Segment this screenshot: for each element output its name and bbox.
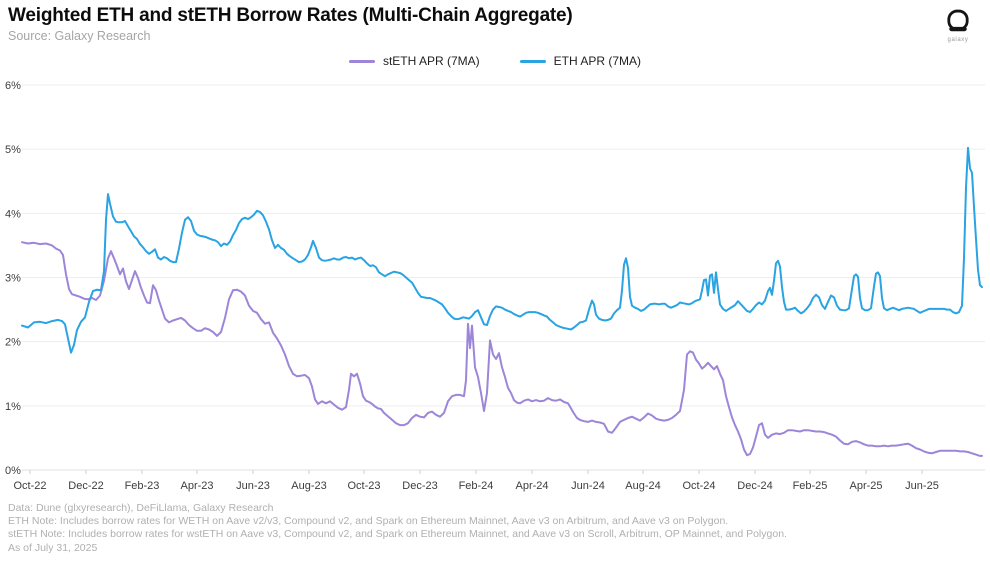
- footnote-eth-note: ETH Note: Includes borrow rates for WETH…: [8, 515, 729, 528]
- y-axis-tick-label: 5%: [5, 144, 21, 156]
- x-axis-tick-label: Oct-23: [347, 480, 380, 492]
- y-axis-tick-label: 3%: [5, 273, 21, 285]
- page-title: Weighted ETH and stETH Borrow Rates (Mul…: [8, 5, 573, 26]
- y-axis-tick-label: 4%: [5, 208, 21, 220]
- footnote-steth-note: stETH Note: Includes borrow rates for ws…: [8, 528, 787, 541]
- x-axis-tick-label: Dec-23: [402, 480, 437, 492]
- legend-item-steth[interactable]: stETH APR (7MA): [348, 54, 480, 68]
- footnote-as-of-date: As of July 31, 2025: [8, 541, 98, 554]
- x-axis-tick-label: Dec-22: [68, 480, 103, 492]
- chart-footnotes: Data: Dune (glxyresearch), DeFiLlama, Ga…: [8, 502, 787, 555]
- footnote-data-sources: Data: Dune (glxyresearch), DeFiLlama, Ga…: [8, 502, 274, 514]
- x-axis-tick-label: Feb-25: [793, 480, 828, 492]
- x-axis-tick-label: Jun-23: [236, 480, 270, 492]
- series-line-eth[interactable]: [21, 146, 983, 354]
- x-axis-tick-label: Dec-24: [737, 480, 772, 492]
- eth-line-swatch: [519, 59, 546, 63]
- galaxy-logo-wordmark: galaxy: [947, 37, 969, 43]
- x-axis-tick-label: Oct-24: [682, 480, 715, 492]
- x-axis-tick-label: Apr-23: [180, 480, 213, 492]
- x-axis-tick-label: Oct-22: [13, 480, 46, 492]
- y-axis-tick-label: 1%: [5, 401, 21, 413]
- x-axis-tick-label: Jun-25: [905, 480, 939, 492]
- x-axis-tick-label: Jun-24: [571, 480, 605, 492]
- legend-label-eth: ETH APR (7MA): [553, 54, 642, 68]
- y-axis-tick-label: 2%: [5, 337, 21, 349]
- x-axis-tick-label: Apr-24: [515, 480, 548, 492]
- x-axis-tick-label: Feb-24: [459, 480, 494, 492]
- series-line-steth[interactable]: [21, 241, 983, 457]
- legend-label-steth: stETH APR (7MA): [382, 54, 480, 68]
- y-axis-tick-label: 0%: [5, 465, 21, 477]
- x-axis-tick-label: Aug-24: [625, 480, 660, 492]
- x-axis-tick-label: Aug-23: [291, 480, 326, 492]
- chart-legend: stETH APR (7MA) ETH APR (7MA): [0, 54, 990, 68]
- galaxy-logo: galaxy: [936, 8, 980, 43]
- y-axis-tick-label: 6%: [5, 80, 21, 92]
- x-axis-tick-label: Apr-25: [849, 480, 882, 492]
- galaxy-logo-icon: [947, 9, 969, 32]
- legend-item-eth[interactable]: ETH APR (7MA): [519, 54, 642, 68]
- source-label: Source: Galaxy Research: [8, 29, 151, 43]
- x-axis-tick-label: Feb-23: [125, 480, 160, 492]
- steth-line-swatch: [348, 59, 375, 63]
